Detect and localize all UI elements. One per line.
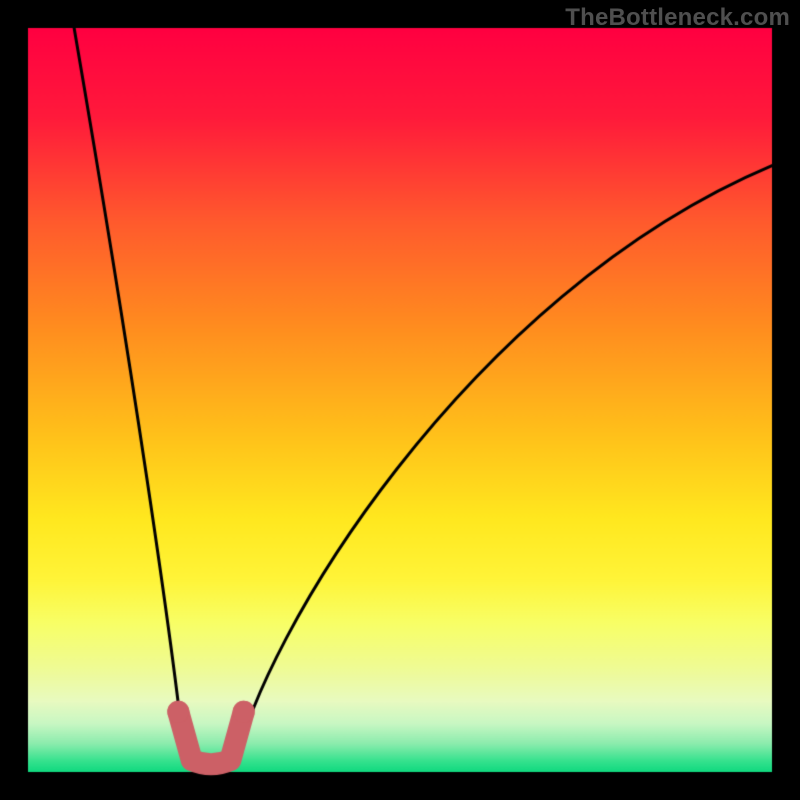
watermark-text: TheBottleneck.com [565, 4, 790, 32]
chart-stage: TheBottleneck.com [0, 0, 800, 800]
bottleneck-curve-canvas [0, 0, 800, 800]
